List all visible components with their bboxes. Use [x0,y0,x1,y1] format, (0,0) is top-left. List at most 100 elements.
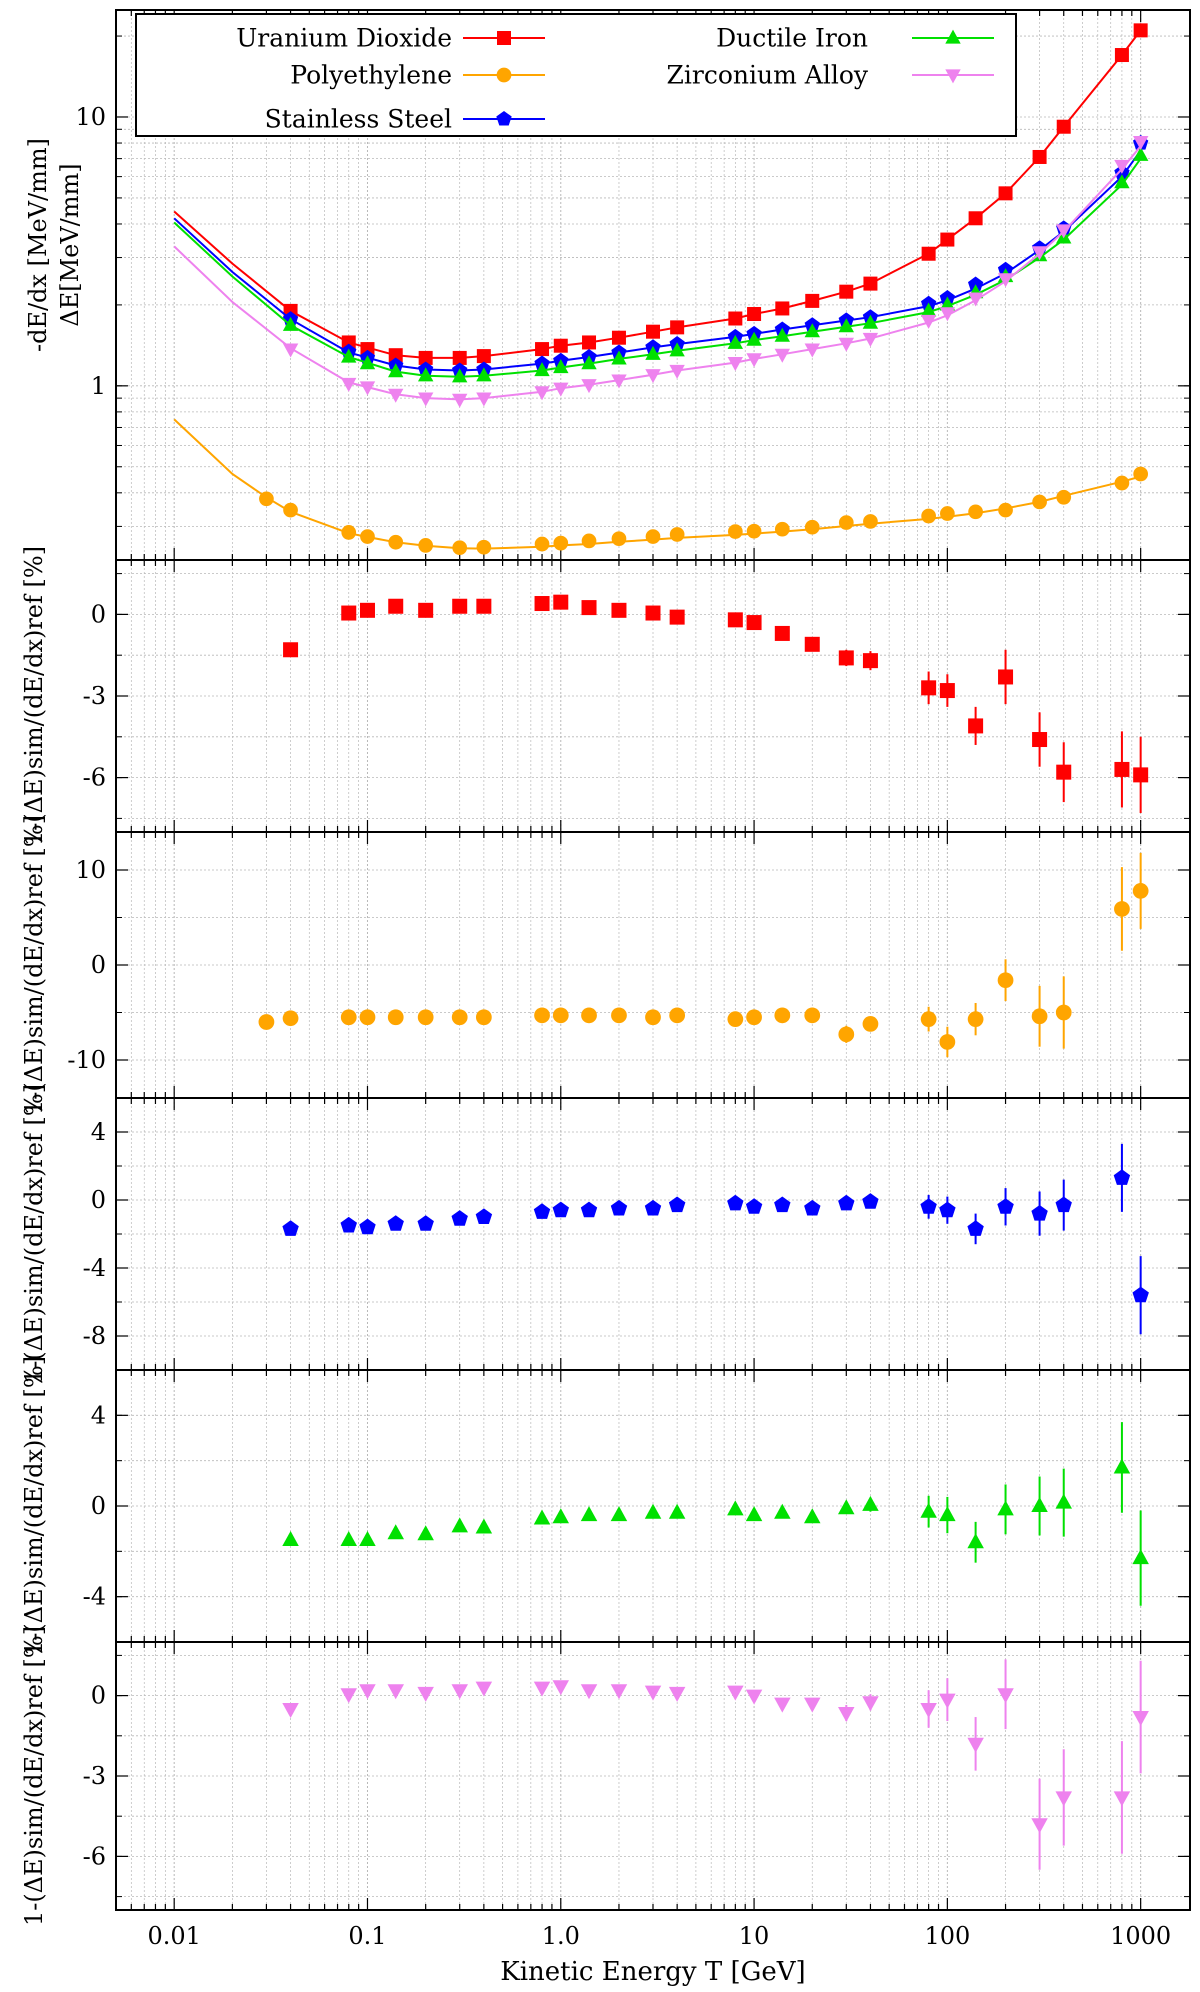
legend-label-zirconium: Zirconium Alloy [667,61,869,90]
point-iron [476,367,492,382]
point-polyethylene [863,514,878,529]
y-tick-label: 1 [91,372,106,400]
residual-point-iron [451,1517,468,1533]
point-polyethylene [534,536,550,552]
series-polyethylene [173,418,1149,556]
y-tick-label: 0 [91,1682,106,1710]
point-zirconium [418,392,434,407]
residual-point-steel [804,1199,821,1216]
x-tick-label: 0.01 [147,1922,200,1950]
residual-point-polyethylene [669,1007,686,1024]
residual-point-zirconium [745,1689,763,1705]
residual-point-steel [475,1208,493,1224]
legend-label-steel: Stainless Steel [265,105,452,134]
residual-point-zirconium [610,1684,628,1700]
point-iron [581,355,597,370]
point-iron [534,362,550,377]
y-axis-label: 1-(ΔE)sim/(dE/dx)ref [%] [20,1356,48,1656]
residual-point-steel [997,1198,1014,1214]
residual-point-iron [727,1500,744,1516]
point-polyethylene [774,521,790,537]
legend-label-polyethylene: Polyethylene [290,61,452,90]
residual-point-polyethylene [552,1007,569,1024]
residual-point-polyethylene [451,1009,468,1026]
residual-point-zirconium [451,1684,468,1700]
residual-point-uranium [611,602,627,618]
point-uranium [921,246,936,261]
point-iron [553,359,569,374]
series-residual-iron [282,1422,1149,1606]
residual-point-iron [804,1508,821,1524]
legend-marker-polyethylene [496,67,512,83]
legend-label-uranium: Uranium Dioxide [236,24,452,53]
residual-point-iron [774,1503,791,1519]
y-tick-label: -3 [83,1762,106,1790]
point-uranium [535,342,550,357]
residual-point-polyethylene [939,1034,956,1050]
point-uranium [863,276,878,291]
residual-point-iron [533,1509,551,1525]
residual-point-iron [340,1531,357,1546]
point-polyethylene [259,491,274,507]
point-zirconium [388,388,404,403]
residual-point-zirconium [644,1685,662,1701]
residual-point-iron [282,1531,299,1546]
x-tick-label: 1000 [1110,1922,1171,1950]
series-iron [173,146,1149,383]
residual-point-polyethylene [258,1014,275,1030]
residual-point-uranium [804,636,820,652]
legend-box [135,13,1017,137]
point-polyethylene [418,538,434,553]
residual-point-polyethylene [862,1016,879,1032]
residual-point-zirconium [1132,1711,1149,1726]
residual-point-iron [939,1506,956,1522]
point-uranium [476,349,491,364]
residual-point-steel [610,1199,628,1216]
y-axis-label: 1-(ΔE)sim/(dE/dx)ref [%] [20,1084,48,1384]
point-zirconium [804,343,820,358]
y-tick-label: 0 [91,1186,106,1214]
point-iron [804,323,820,338]
residual-point-zirconium [727,1685,744,1701]
legend-label-iron: Ductile Iron [716,24,868,53]
y-tick-label: 0 [91,1492,106,1520]
series-zirconium [173,136,1149,408]
point-polyethylene [283,502,298,518]
point-zirconium [452,393,468,408]
residual-point-steel [1031,1205,1048,1221]
residual-point-steel [774,1196,791,1213]
point-uranium [805,293,820,308]
residual-point-zirconium [967,1737,984,1753]
point-iron [939,296,956,311]
point-iron [774,327,790,342]
point-zirconium [1133,136,1149,150]
point-steel [968,276,984,292]
point-polyethylene [669,527,685,542]
point-zirconium [939,307,956,322]
point-uranium [611,330,626,345]
residual-point-uranium [921,680,937,696]
residual-point-polyethylene [611,1007,627,1024]
point-polyethylene [388,534,404,550]
residual-point-uranium [669,609,685,625]
point-iron [727,334,743,349]
residual-y-label: 1-(ΔE)sim/(dE/dx)ref [%] [20,546,48,846]
point-uranium [1133,23,1148,38]
point-zirconium [282,343,299,358]
residual-point-polyethylene [534,1007,550,1024]
point-iron [920,302,937,317]
residual-point-steel [417,1215,434,1231]
x-tick-label: 1.0 [542,1922,580,1950]
residual-point-polyethylene [920,1011,937,1028]
point-polyethylene [1114,475,1130,491]
residual-point-polyethylene [727,1011,744,1028]
residual-point-iron [644,1503,662,1519]
residual-point-uranium [1114,761,1130,777]
residual-point-zirconium [359,1684,376,1700]
point-zirconium [838,337,854,352]
residual-point-iron [967,1533,984,1549]
residual-point-iron [359,1531,376,1546]
residual-point-polyethylene [804,1007,821,1024]
point-uranium [728,311,743,326]
